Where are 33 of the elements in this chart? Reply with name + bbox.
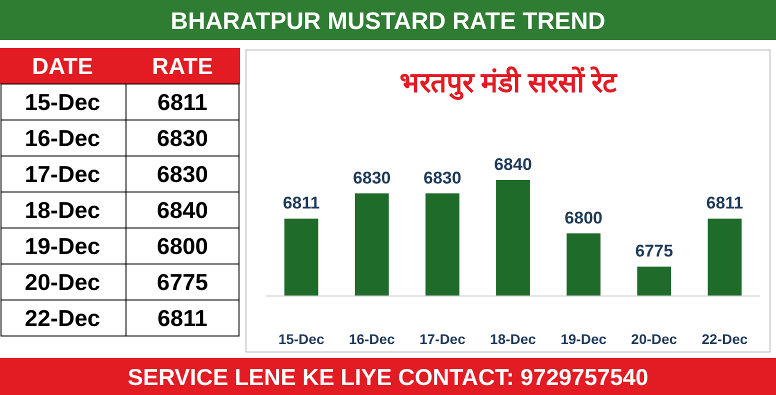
text: SERVICE LENE KE LIYE CONTACT: 9729757540 bbox=[128, 364, 648, 390]
text: 6800 bbox=[156, 233, 208, 259]
chart-title: भरतपुर मंडी सरसों रेट bbox=[399, 66, 618, 100]
text: RATE bbox=[152, 53, 213, 79]
text: 6811 bbox=[158, 305, 208, 331]
text: 19-Dec bbox=[24, 233, 100, 259]
text: 17-Dec bbox=[24, 161, 100, 187]
data-label: 6830 bbox=[352, 168, 391, 188]
text: 20-Dec bbox=[24, 269, 100, 295]
data-label: 6775 bbox=[635, 242, 674, 261]
data-label: 6811 bbox=[282, 194, 320, 213]
x-tick-label: 16-Dec bbox=[348, 331, 396, 347]
text: 6840 bbox=[156, 197, 208, 223]
text: BHARATPUR MUSTARD RATE TREND bbox=[170, 8, 606, 35]
data-label: 6840 bbox=[494, 155, 532, 174]
text: 6775 bbox=[156, 269, 208, 295]
text: 6811 bbox=[158, 89, 208, 115]
x-tick-label: 22-Dec bbox=[702, 331, 748, 347]
x-tick-label: 19-Dec bbox=[560, 331, 607, 347]
text: DATE bbox=[32, 53, 93, 79]
text: 6830 bbox=[156, 161, 208, 187]
x-tick-label: 17-Dec bbox=[419, 331, 466, 347]
x-tick-label: 18-Dec bbox=[490, 331, 536, 347]
data-label: 6811 bbox=[706, 194, 744, 213]
text: 16-Dec bbox=[24, 125, 100, 151]
text: 15-Dec bbox=[24, 89, 100, 115]
data-label: 6800 bbox=[564, 208, 602, 228]
text: 18-Dec bbox=[24, 197, 100, 223]
data-label: 6830 bbox=[424, 168, 462, 188]
text: 22-Dec bbox=[24, 305, 100, 331]
x-tick-label: 15-Dec bbox=[278, 331, 324, 347]
text: 6830 bbox=[156, 125, 208, 151]
x-tick-label: 20-Dec bbox=[631, 331, 678, 347]
